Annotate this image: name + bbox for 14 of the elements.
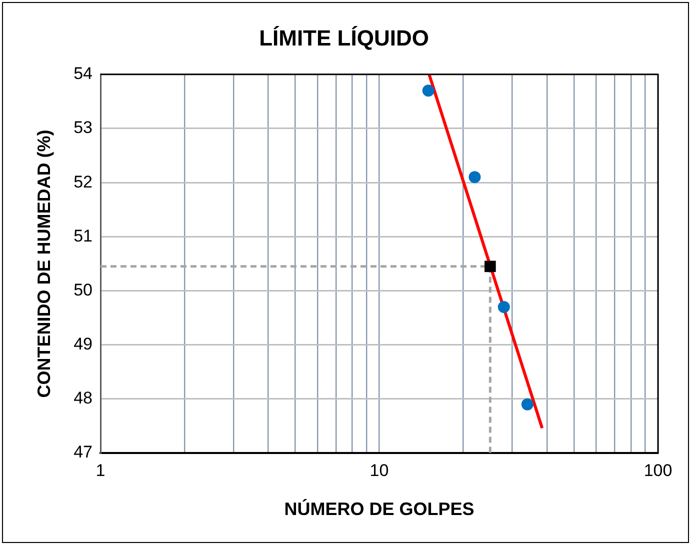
y-tick-label: 50 <box>74 280 93 300</box>
y-tick-label: 51 <box>74 226 93 246</box>
x-tick-label: 10 <box>370 460 389 480</box>
x-tick-label: 1 <box>96 460 106 480</box>
y-tick-label: 47 <box>74 442 93 462</box>
chart-title: LÍMITE LÍQUIDO <box>259 25 429 50</box>
x-axis-title: NÚMERO DE GOLPES <box>284 499 474 520</box>
y-axis-title: CONTENIDO DE HUMEDAD (%) <box>34 130 54 398</box>
y-tick-label: 54 <box>74 64 93 84</box>
y-tick-label: 49 <box>74 334 93 354</box>
y-tick-label: 53 <box>74 118 93 138</box>
y-tick-label: 48 <box>74 388 93 408</box>
x-tick-label: 100 <box>644 460 672 480</box>
y-tick-label: 52 <box>74 172 93 192</box>
